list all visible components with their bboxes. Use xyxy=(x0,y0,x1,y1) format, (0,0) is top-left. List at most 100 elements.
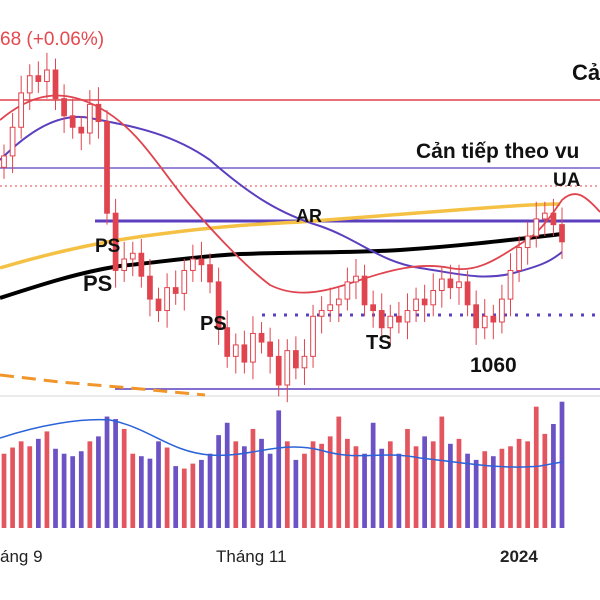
volume-bar xyxy=(525,441,531,528)
volume-bar xyxy=(327,436,333,528)
volume-bar xyxy=(319,443,324,528)
volume-bar xyxy=(242,446,247,528)
dashed-orange-ma xyxy=(0,373,206,397)
candle-body xyxy=(524,235,531,249)
candle-body xyxy=(310,315,316,357)
candle xyxy=(430,273,437,317)
volume-bar xyxy=(499,448,505,528)
candle-body xyxy=(198,258,205,266)
volume-bar xyxy=(96,436,101,528)
candle xyxy=(275,339,282,397)
candle xyxy=(78,115,85,151)
candle xyxy=(361,264,368,317)
ar-label: AR xyxy=(296,206,322,226)
candle xyxy=(533,201,540,248)
candle-body xyxy=(95,103,102,123)
candle-body xyxy=(293,350,299,369)
volume-bar xyxy=(276,410,282,528)
candle-body xyxy=(284,350,291,386)
candle xyxy=(198,241,205,282)
candle xyxy=(327,287,334,322)
candle xyxy=(370,290,376,328)
candle-body xyxy=(541,212,548,220)
volume-bar xyxy=(35,438,41,528)
candle-body xyxy=(78,126,85,134)
candle xyxy=(1,144,7,179)
candle-body xyxy=(250,332,256,363)
candle-body xyxy=(258,332,265,343)
volume-bar xyxy=(559,401,565,528)
candle xyxy=(155,287,162,322)
candle xyxy=(421,284,428,322)
candle xyxy=(344,267,351,311)
candle xyxy=(250,316,256,380)
volume-bar xyxy=(533,406,539,528)
ma-black xyxy=(0,232,563,300)
candle xyxy=(550,198,557,237)
candle-body xyxy=(224,327,231,357)
volume-bar xyxy=(353,446,359,528)
background-layer xyxy=(0,99,600,397)
candle-body xyxy=(438,278,445,291)
volume-bar xyxy=(18,441,24,528)
volume-bar xyxy=(405,428,410,528)
candle-body xyxy=(447,278,454,289)
x-tick-2024: 2024 xyxy=(500,547,538,566)
candle xyxy=(284,339,291,403)
candle xyxy=(69,98,76,139)
volume-bar xyxy=(70,456,76,528)
ps-label-1: PS xyxy=(95,236,120,257)
candle xyxy=(387,304,394,345)
volume-bar xyxy=(456,438,462,528)
candle xyxy=(18,75,25,139)
volume-bar xyxy=(422,436,428,528)
candle xyxy=(258,322,265,354)
volume-bar xyxy=(130,453,136,528)
candle xyxy=(241,330,248,374)
candle-body xyxy=(473,304,480,329)
volume-bar xyxy=(465,453,470,528)
volume-bar xyxy=(1,453,7,528)
candle xyxy=(147,259,153,317)
candle-body xyxy=(387,315,394,329)
candle-body xyxy=(318,310,325,317)
candle-body xyxy=(353,275,359,283)
candle xyxy=(378,293,385,340)
candle xyxy=(181,259,188,311)
volume-bar xyxy=(345,438,350,528)
candle xyxy=(86,90,93,145)
volume-bar xyxy=(396,453,402,528)
candle-body xyxy=(155,298,162,312)
candle-body xyxy=(301,355,308,369)
candle xyxy=(207,253,213,294)
candle-body xyxy=(327,304,334,312)
candle-body xyxy=(61,98,67,117)
candle-body xyxy=(516,247,522,271)
candle xyxy=(438,267,445,308)
ts-label: TS xyxy=(366,332,392,354)
support-level-label: 1060 xyxy=(470,354,517,377)
candle xyxy=(353,259,359,300)
candle-body xyxy=(421,298,428,306)
candle-body xyxy=(267,341,273,357)
volume-bar xyxy=(362,453,367,528)
volume-bar xyxy=(259,438,264,528)
volume-bar xyxy=(370,422,376,528)
volume-bar xyxy=(44,431,50,528)
volume-bars xyxy=(0,401,565,528)
candle xyxy=(164,273,170,328)
candle xyxy=(541,201,548,237)
volume-bar xyxy=(482,451,488,528)
candle xyxy=(456,264,462,305)
volume-bar xyxy=(448,443,453,528)
candle xyxy=(232,333,239,374)
volume-bar xyxy=(138,456,144,528)
volume-bar xyxy=(190,463,196,528)
candle-body xyxy=(404,310,411,323)
candle-body xyxy=(232,344,239,357)
volume-bar xyxy=(490,456,496,528)
candle xyxy=(481,299,488,340)
candle-body xyxy=(335,298,342,306)
candle-body xyxy=(164,287,170,312)
